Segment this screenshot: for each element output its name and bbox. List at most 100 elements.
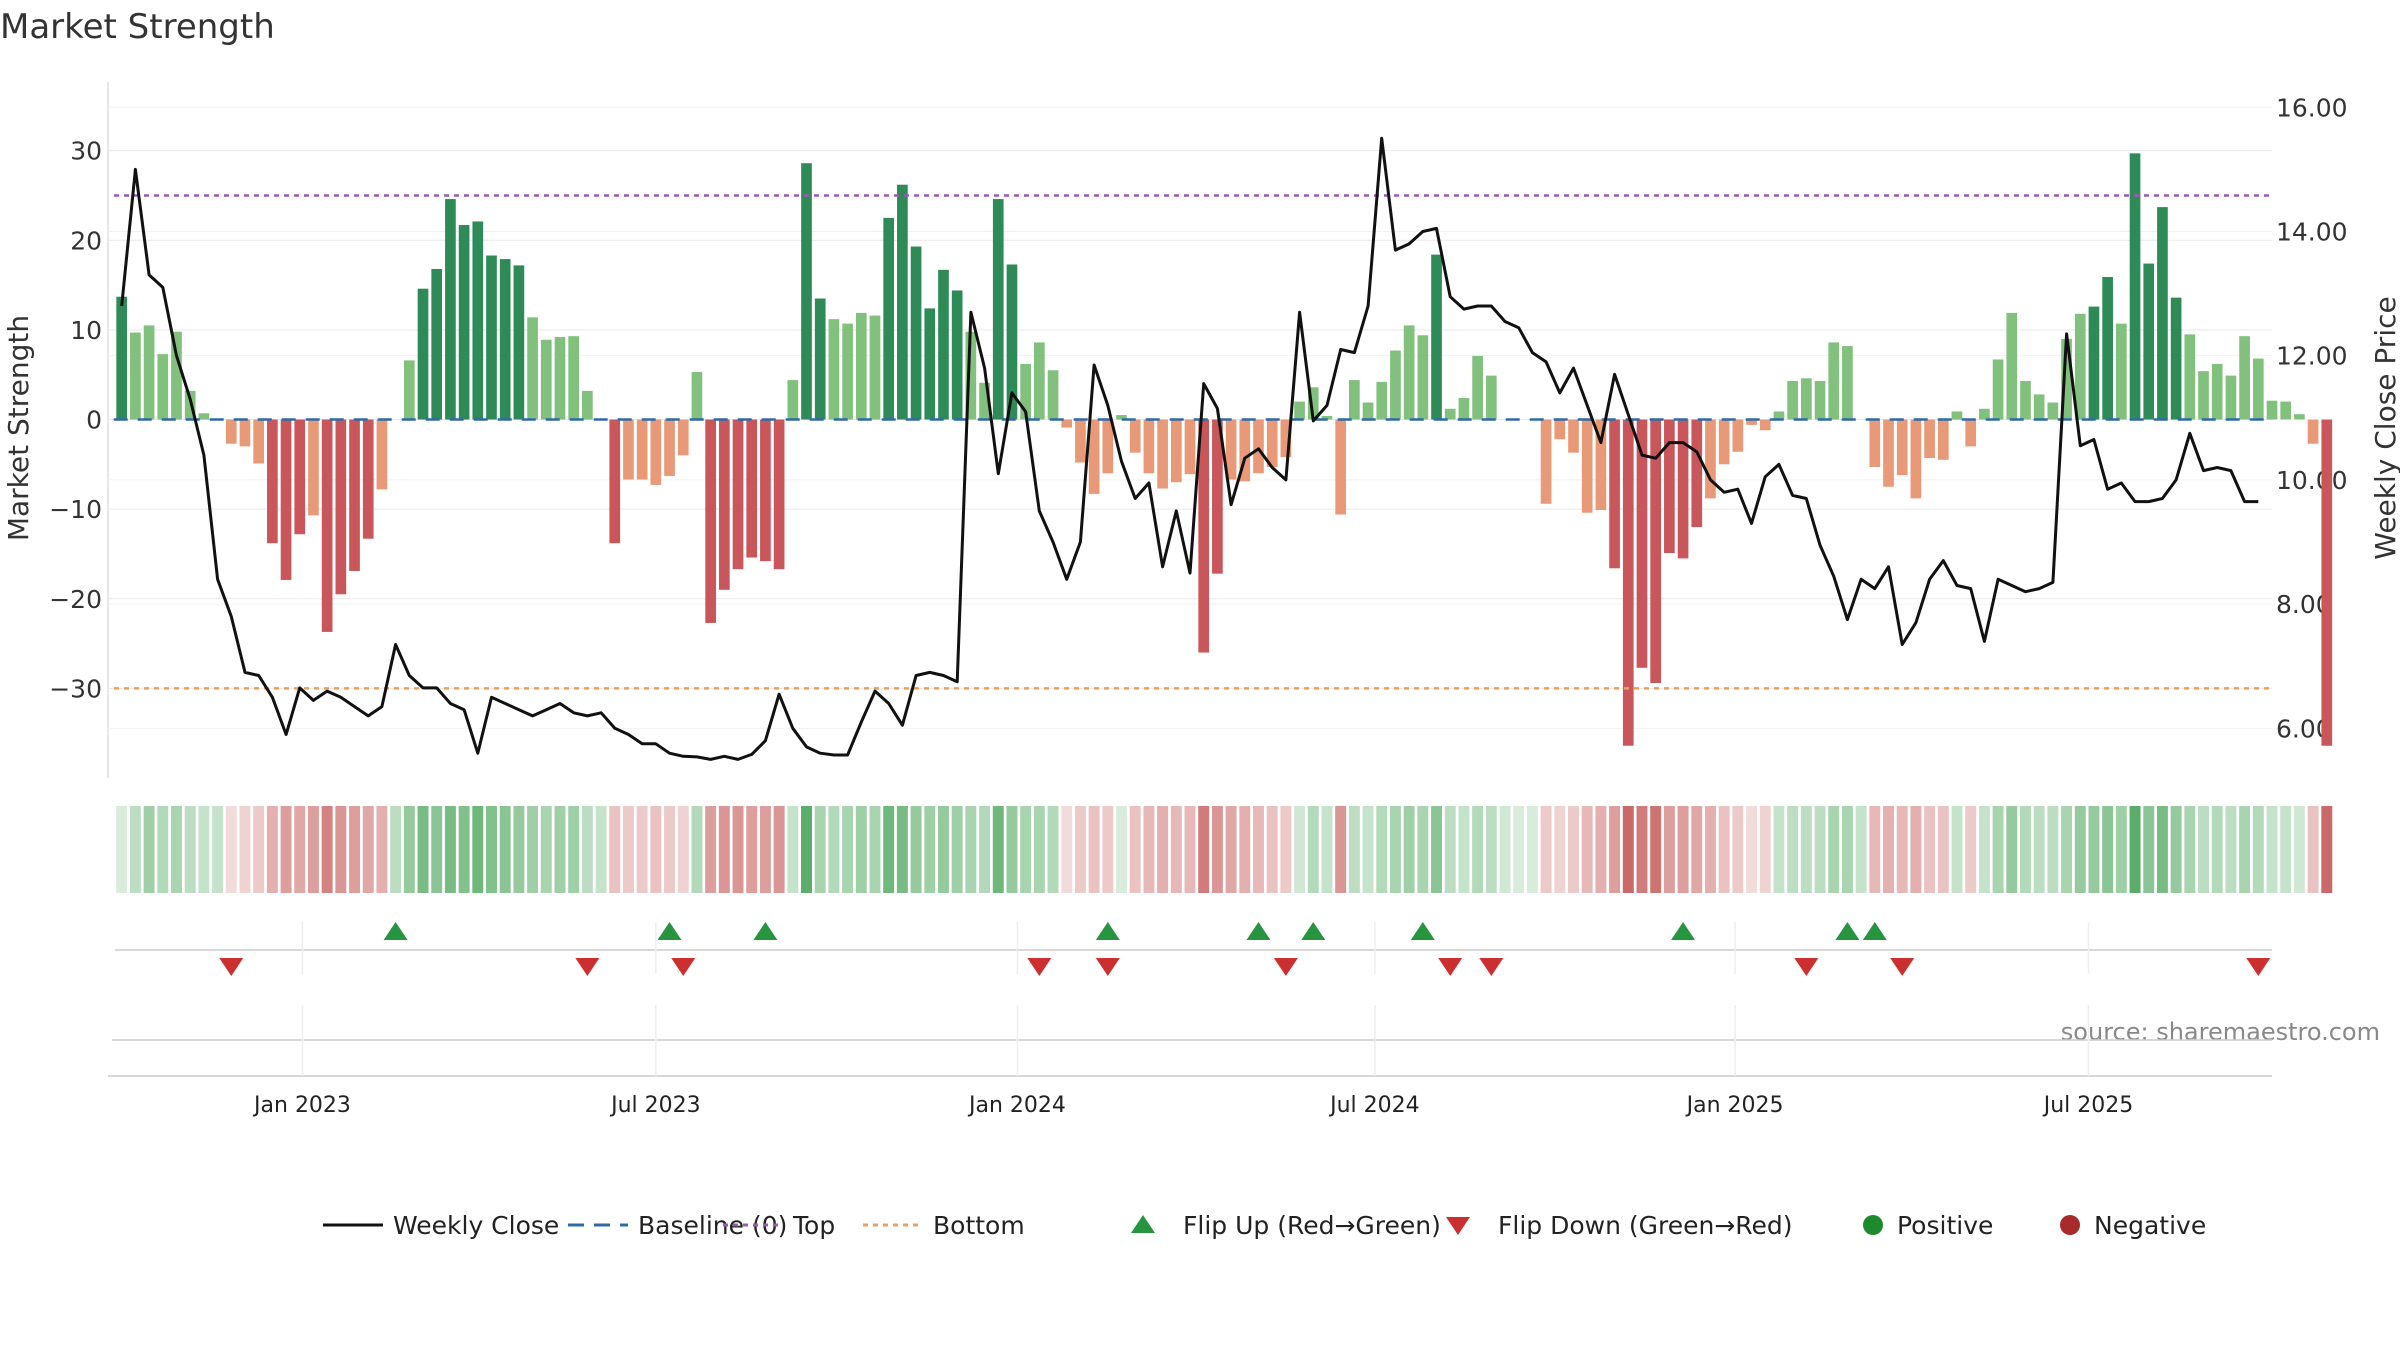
strength-bar <box>1800 378 1812 420</box>
heat-strip-cell <box>2211 806 2223 893</box>
flip-up-marker <box>1835 922 1860 940</box>
heat-strip-cell <box>1841 806 1853 893</box>
x-tick-label: Jan 2025 <box>1685 1093 1784 1118</box>
strength-bar <box>335 419 347 595</box>
legend-item: Positive <box>1863 1211 1993 1240</box>
heat-strip-cell <box>1472 806 1484 893</box>
strength-bar <box>486 255 497 420</box>
heat-strip-cell <box>1526 806 1538 893</box>
legend-label: Negative <box>2094 1211 2206 1240</box>
strength-bar <box>1814 380 1826 420</box>
strength-bar <box>1280 419 1292 458</box>
heat-strip-cell <box>1992 806 2004 893</box>
strength-bar <box>2088 306 2100 420</box>
strength-bar <box>527 317 538 420</box>
heat-strip-cell <box>171 806 182 893</box>
strength-bar <box>2211 363 2223 420</box>
strength-bar <box>568 336 580 420</box>
strength-bar <box>1239 419 1251 482</box>
strength-bar <box>1335 419 1346 515</box>
heat-strip-cell <box>554 806 566 893</box>
legend-label: Bottom <box>933 1211 1025 1240</box>
legend-item: Flip Up (Red→Green) <box>1131 1211 1441 1240</box>
heat-strip-cell <box>116 806 128 893</box>
strength-bar <box>650 419 662 485</box>
y-tick-label: −10 <box>49 495 102 524</box>
strength-bar <box>1006 264 1018 420</box>
heat-strip-cell <box>801 806 812 893</box>
strength-bar <box>1581 419 1593 513</box>
strength-bar <box>143 325 155 420</box>
legend-item: Negative <box>2060 1211 2206 1240</box>
heat-strip-cell <box>444 806 456 893</box>
y2-tick-label: 10.00 <box>2276 466 2348 495</box>
heat-strip-cell <box>1116 806 1127 893</box>
strength-bar <box>130 332 141 420</box>
legend-item: Top <box>723 1211 835 1240</box>
flip-down-marker <box>1438 958 1463 976</box>
y-tick-label: 30 <box>70 137 102 166</box>
y-tick-label: −30 <box>49 674 102 703</box>
strength-bar <box>116 296 128 420</box>
strength-bar <box>445 199 456 420</box>
strength-bar <box>1458 398 1470 420</box>
legend-item: Weekly Close <box>323 1211 559 1240</box>
heat-strip-cell <box>198 806 210 893</box>
strength-bar <box>855 312 867 420</box>
legend-label: Flip Down (Green→Red) <box>1498 1211 1793 1240</box>
strength-bar <box>1691 419 1703 528</box>
y-axis-label: Market Strength <box>2 315 35 541</box>
strength-bar <box>801 163 812 420</box>
heat-strip-cell <box>431 806 443 893</box>
strength-bar <box>1937 419 1949 460</box>
strength-bar <box>897 184 908 420</box>
heat-strip-cell <box>1047 806 1059 893</box>
y2-tick-label: 12.00 <box>2276 342 2348 371</box>
strength-bar <box>1307 387 1319 420</box>
heat-strip-cell <box>992 806 1004 893</box>
strength-bar <box>1759 419 1771 431</box>
strength-bar <box>1992 359 2004 420</box>
heat-strip-cell <box>787 806 799 893</box>
heat-strip-cell <box>1239 806 1251 893</box>
strength-bar <box>2157 207 2168 420</box>
strength-bar <box>321 419 333 632</box>
strength-bar <box>280 419 292 580</box>
heat-strip-cell <box>1691 806 1703 893</box>
heat-strip-cell <box>2019 806 2031 893</box>
heat-strip-cell <box>1746 806 1758 893</box>
heat-strip-cell <box>1609 806 1621 893</box>
strength-bar <box>540 339 552 420</box>
strength-bar <box>2047 402 2059 420</box>
strength-bar <box>1198 419 1210 653</box>
heat-strip-cell <box>951 806 963 893</box>
strength-bar <box>2170 297 2182 420</box>
strength-bar <box>773 419 785 570</box>
strength-bar <box>1349 380 1360 420</box>
strength-bar <box>1417 335 1429 420</box>
strength-bar <box>1924 419 1935 459</box>
flip-up-marker <box>1410 922 1435 940</box>
flip-down-marker <box>1479 958 1504 976</box>
x-tick-label: Jan 2024 <box>967 1093 1066 1118</box>
heat-strip-cell <box>2239 806 2251 893</box>
heat-strip-cell <box>1225 806 1237 893</box>
strength-bar <box>1047 370 1059 420</box>
heat-strip-cell <box>1581 806 1593 893</box>
heat-strip-cell <box>143 806 155 893</box>
heat-strip-cell <box>1937 806 1949 893</box>
heat-strip-cell <box>1294 806 1306 893</box>
strength-bar <box>253 419 264 464</box>
heat-strip-cell <box>1280 806 1292 893</box>
heat-strip-cell <box>239 806 251 893</box>
heat-strip-cell <box>1088 806 1100 893</box>
flip-down-marker <box>219 958 244 976</box>
strength-bar <box>1622 419 1634 746</box>
flip-down-marker <box>575 958 600 976</box>
heat-strip-cell <box>2225 806 2237 893</box>
strength-bar <box>664 419 675 476</box>
heat-strip-cell <box>2129 806 2141 893</box>
strength-bar <box>1472 355 1483 420</box>
legend-label: Flip Up (Red→Green) <box>1183 1211 1441 1240</box>
